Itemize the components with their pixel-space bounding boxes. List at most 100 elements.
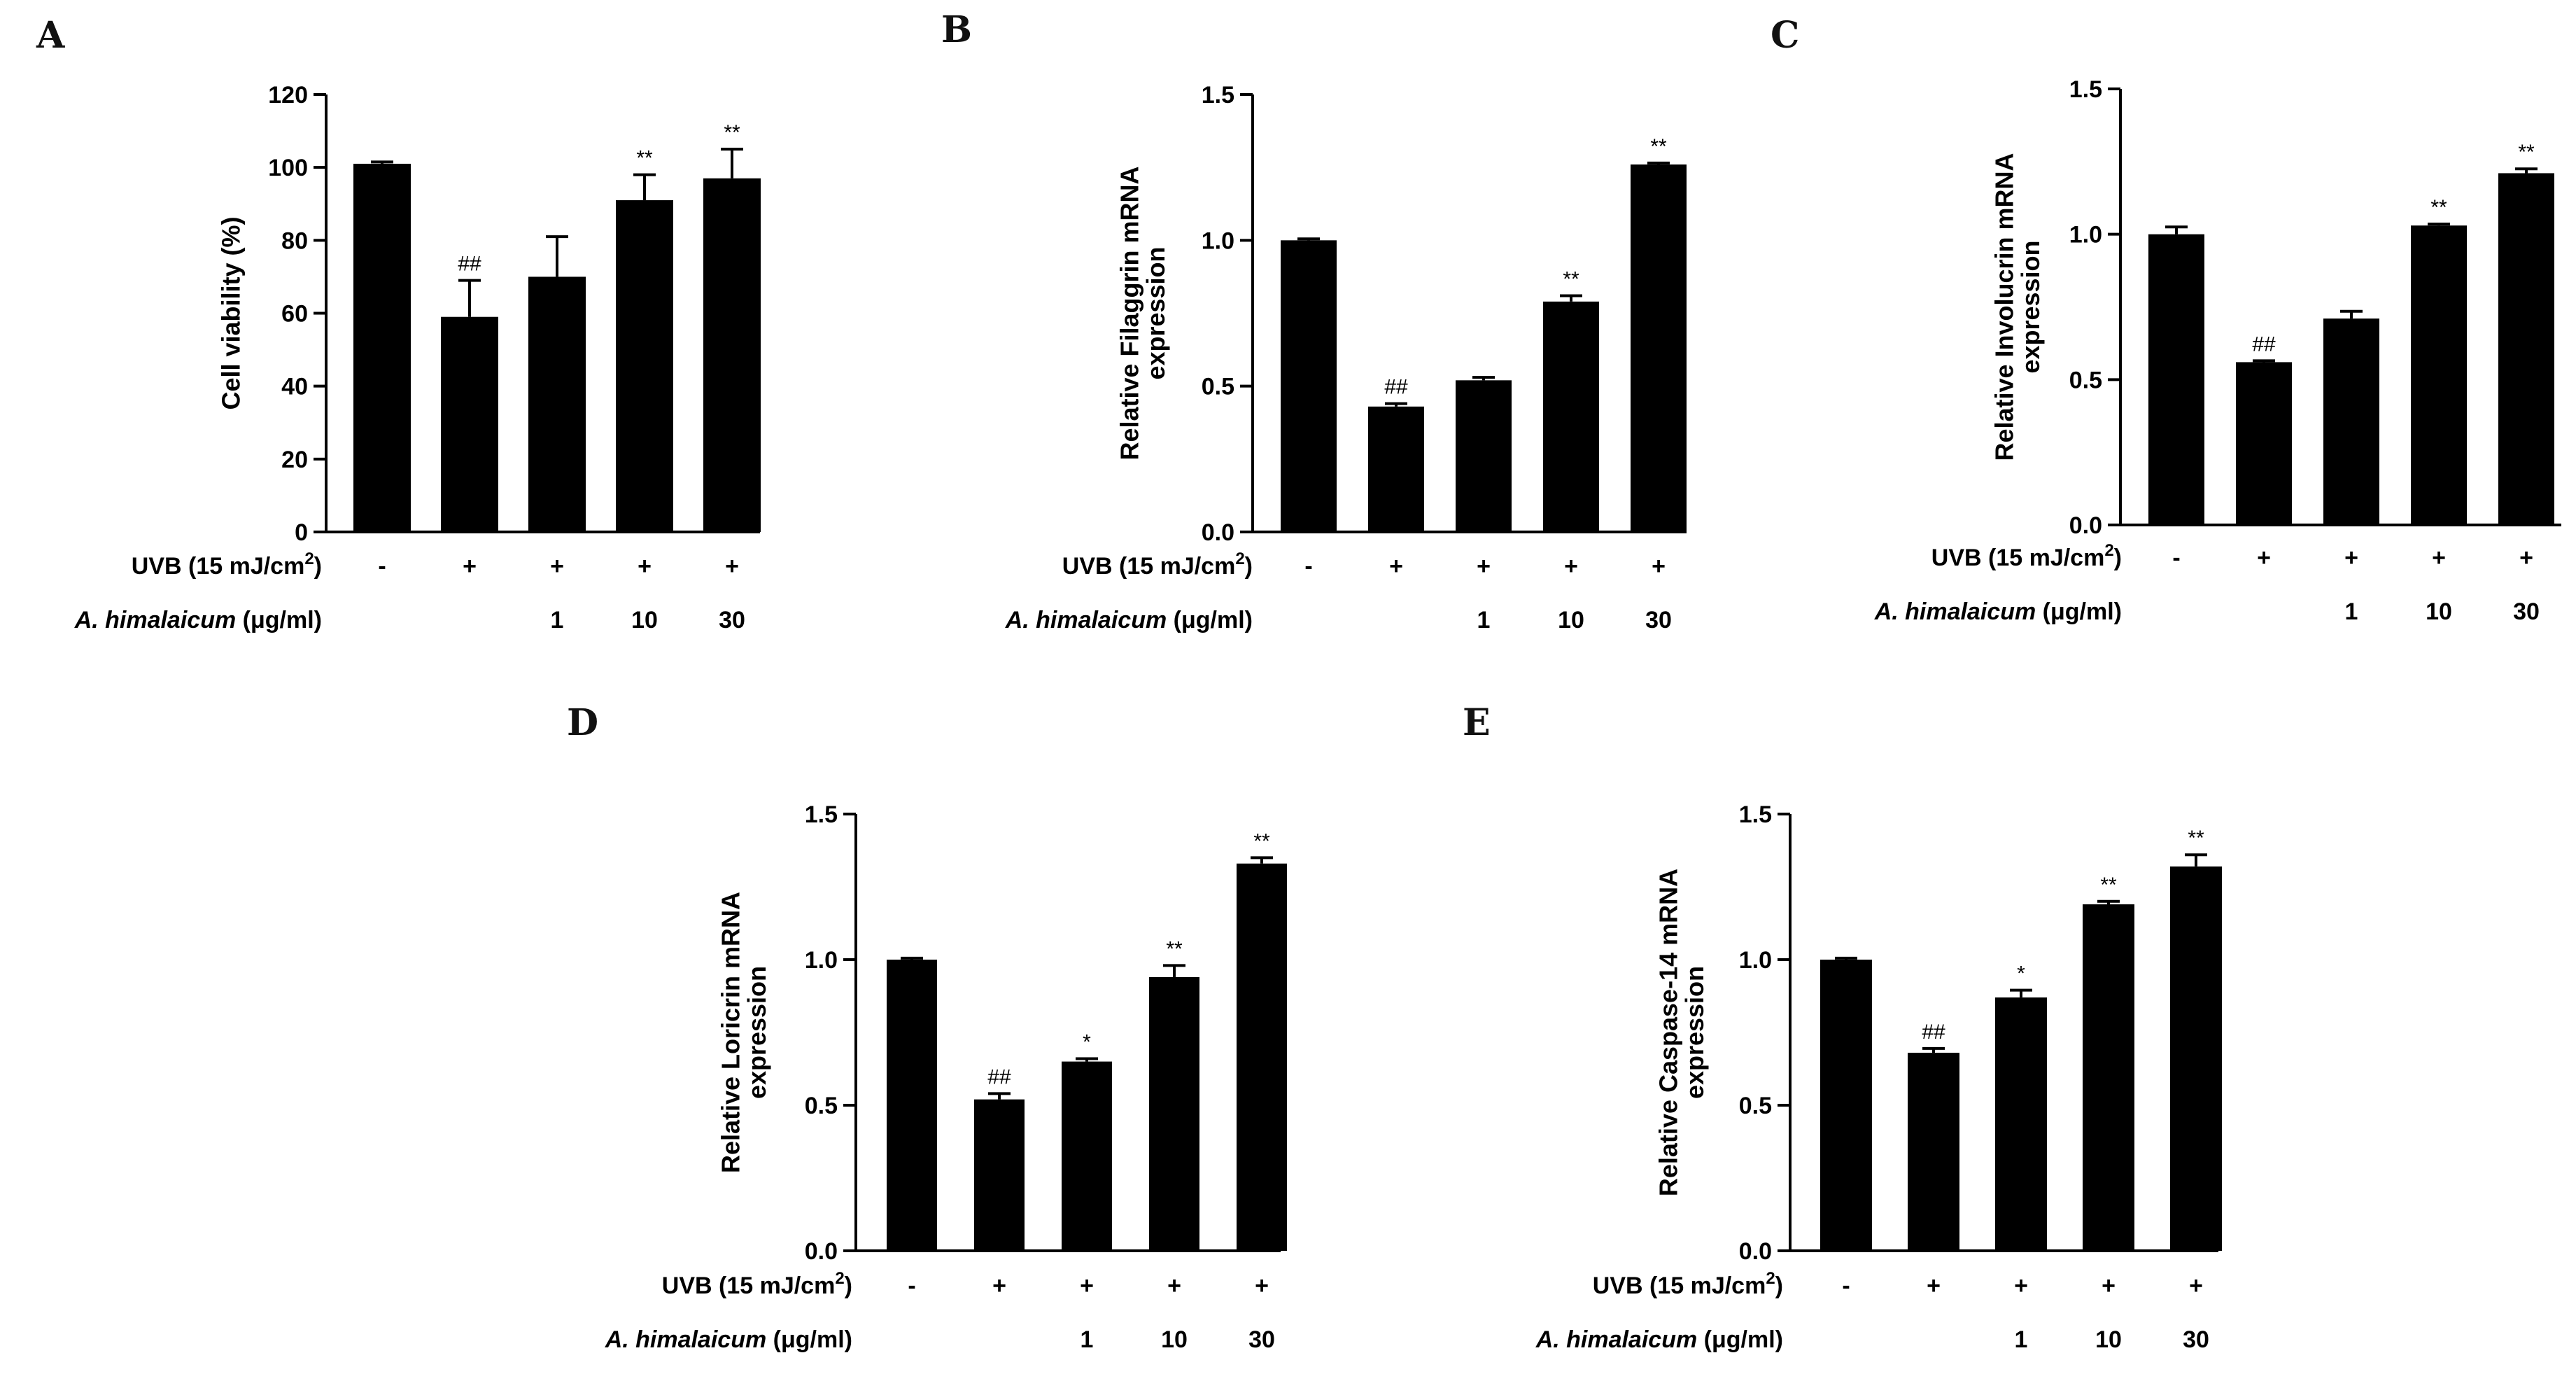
significance-mark: ## [1384,376,1408,399]
uvb-condition: - [378,553,386,580]
y-tick-label: 0.0 [805,1238,838,1265]
bar [1908,1053,1959,1251]
significance-mark: ** [2188,827,2204,850]
uvb-row-label: UVB (15 mJ/cm2) [1931,541,2122,571]
significance-mark: ** [1253,829,1270,853]
y-tick-label: 1.0 [1739,947,1772,974]
uvb-row-label-part: ) [314,553,322,580]
extract-units: (μg/ml) [1167,607,1253,633]
panel-letter: D [567,701,598,744]
y-tick-label: 0.5 [2069,367,2102,393]
dose-value: 30 [2513,598,2540,625]
significance-mark: ** [1166,937,1183,960]
extract-row-label: A. himalaicum (μg/ml) [1005,607,1253,633]
panel-a: A 0 20 40 60 80 100 120 Cell viability (%) - ## + +1… [36,14,761,633]
bar [1237,863,1287,1251]
dose-value: 10 [1558,607,1584,633]
uvb-row-label-part: UVB (15 mJ/cm [1062,553,1236,580]
y-tick-label: 40 [281,374,308,400]
y-axis-label-line: Relative Filaggrin mRNA [1115,166,1143,460]
significance-mark: ** [636,147,653,170]
bar [353,163,411,533]
uvb-row-label-part: UVB (15 mJ/cm [1593,1273,1766,1299]
dose-value: 10 [1161,1326,1188,1353]
y-tick-label: 80 [281,227,308,254]
uvb-condition: + [2432,545,2446,571]
bar [1281,240,1337,532]
y-axis-label: Relative Involucrin mRNAexpression [1990,153,2045,461]
y-tick-label: 0.0 [1202,519,1234,546]
uvb-condition: - [2172,545,2180,571]
y-tick-label: 60 [281,301,308,328]
y-tick-label: 1.5 [1739,801,1772,828]
y-tick-label: 0.5 [1739,1093,1772,1119]
bar [528,276,586,532]
significance-mark: ** [2100,874,2117,897]
extract-species-name: A. himalaicum [605,1326,767,1353]
bar [1456,380,1512,532]
uvb-row-label-part: 2 [1235,549,1244,568]
uvb-row-label-part: UVB (15 mJ/cm [662,1273,836,1299]
bar [1543,301,1599,532]
uvb-row-label: UVB (15 mJ/cm2) [132,549,322,580]
dose-value: 30 [1645,607,1672,633]
y-tick-label: 20 [281,447,308,473]
bar [2236,362,2292,525]
extract-row-label: A. himalaicum (μg/ml) [1874,598,2122,625]
bar [1368,406,1424,532]
bar [2323,318,2379,525]
significance-mark: ** [1563,268,1579,291]
dose-value: 10 [631,607,658,633]
uvb-condition: + [1389,553,1403,580]
uvb-row-label-part: 2 [835,1269,844,1288]
bar [1062,1061,1112,1251]
y-tick-label: 1.0 [2069,222,2102,248]
uvb-condition: + [463,553,477,580]
uvb-condition: - [908,1273,915,1299]
bar [703,178,761,532]
extract-row-label: A. himalaicum (μg/ml) [1535,1326,1783,1353]
y-axis-label: Relative Loricrin mRNAexpression [716,892,771,1173]
panel-b: B 0.0 0.5 1.0 1.5 Relative Filaggrin mRNAexpr… [941,8,1687,633]
uvb-row-label-part: 2 [2104,541,2113,560]
uvb-row-label-part: ) [845,1273,852,1299]
y-axis-label-line: Relative Involucrin mRNA [1990,153,2018,461]
significance-mark: * [2017,962,2025,986]
uvb-condition: + [2189,1273,2203,1299]
panel-c: C 0.0 0.5 1.0 1.5 Relative Involucrin mRNAexp… [1771,14,2561,625]
y-tick-label: 0.0 [2069,512,2102,539]
y-tick-label: 1.0 [1202,227,1234,254]
panel-d: D 0.0 0.5 1.0 1.5 Relative Loricrin mRNAexpre… [567,701,1287,1353]
extract-units: (μg/ml) [1697,1326,1783,1353]
bar [2148,234,2204,525]
dose-value: 1 [2015,1326,2028,1353]
y-axis-label-line: expression [742,966,771,1099]
y-tick-label: 1.5 [1202,82,1234,108]
bar [2411,225,2467,525]
y-tick-label: 120 [268,82,308,108]
panel-letter: A [36,14,65,57]
y-tick-label: 0.0 [1739,1238,1772,1265]
uvb-condition: + [1167,1273,1181,1299]
uvb-condition: + [1477,553,1491,580]
y-axis-label-line: Relative Loricrin mRNA [716,892,745,1173]
extract-units: (μg/ml) [766,1326,852,1353]
y-axis-label-line: expression [1141,246,1170,379]
uvb-condition: + [1564,553,1578,580]
significance-mark: ** [2518,141,2535,164]
uvb-row-label-part: UVB (15 mJ/cm [1931,545,2105,571]
y-tick-label: 1.0 [805,947,838,974]
uvb-condition: - [1842,1273,1850,1299]
significance-mark: ** [2430,196,2447,219]
uvb-row-label-part: 2 [1766,1269,1775,1288]
panel-letter: B [941,8,972,51]
y-tick-label: 1.5 [2069,76,2102,103]
dose-value: 30 [2183,1326,2209,1353]
dose-value: 1 [1477,607,1491,633]
panel-letter: E [1463,701,1491,744]
significance-mark: ## [1922,1021,1945,1044]
dose-value: 30 [1248,1326,1275,1353]
uvb-condition: + [2102,1273,2116,1299]
y-axis-label: Relative Caspase-14 mRNAexpression [1654,869,1709,1196]
